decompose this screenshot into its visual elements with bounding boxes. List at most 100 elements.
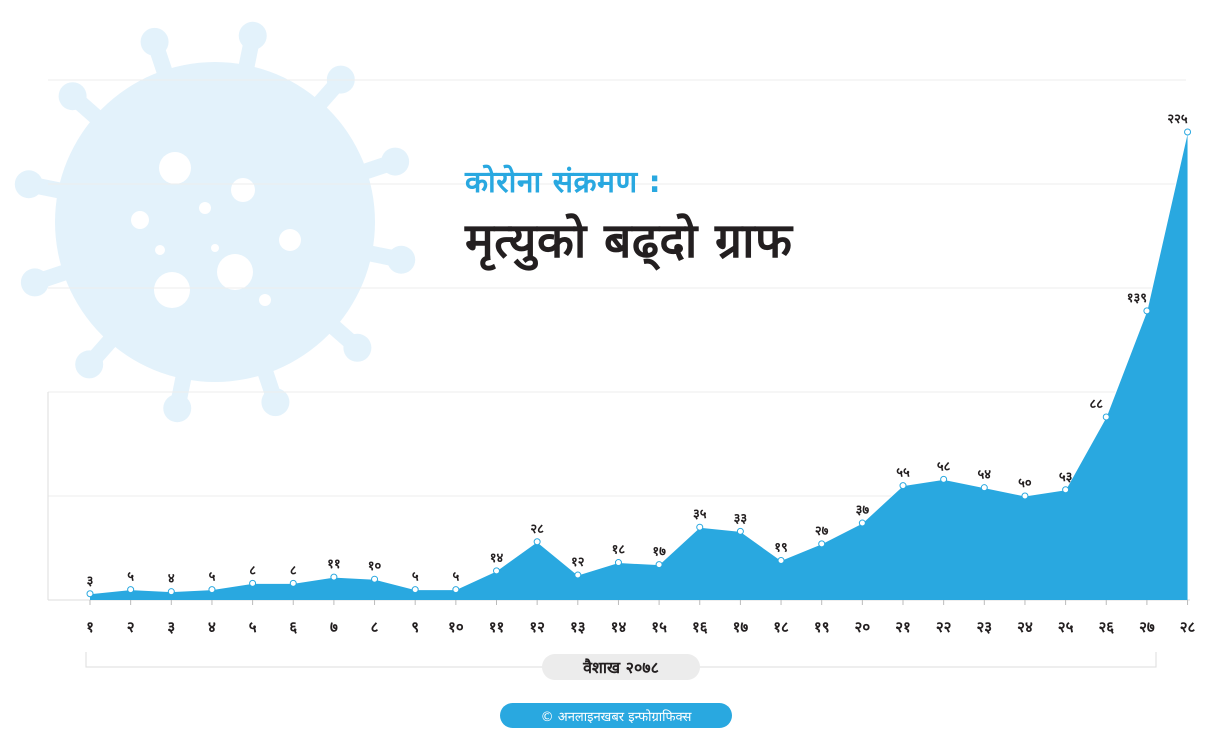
virus-dot	[131, 211, 149, 229]
x-tick-label: २०	[855, 618, 871, 636]
data-point	[208, 586, 216, 594]
x-tick-label: २२	[936, 618, 952, 636]
x-tick-label: ८	[371, 618, 379, 636]
data-label: ३७	[856, 503, 870, 518]
virus-spike-tip	[381, 147, 410, 176]
data-label: २८	[530, 522, 544, 537]
data-point	[127, 586, 135, 594]
virus-spike-tip	[75, 350, 104, 379]
x-tick-label: २३	[976, 618, 992, 636]
x-tick-label: १८	[773, 618, 789, 636]
x-tick-label: २१	[895, 618, 911, 636]
data-label: ५४	[978, 468, 992, 483]
data-point	[1062, 486, 1070, 494]
data-point	[167, 588, 175, 596]
data-point	[371, 575, 379, 583]
x-tick-label: ७	[330, 618, 338, 636]
data-point	[330, 573, 338, 581]
data-point	[696, 523, 704, 531]
x-tick-label: १५	[651, 618, 667, 636]
data-point	[1184, 128, 1192, 136]
virus-dot	[199, 202, 211, 214]
data-label: ३५	[693, 507, 707, 522]
title-block: कोरोना संक्रमण : मृत्युको बढ्दो ग्राफ	[465, 160, 793, 272]
credit-badge: © अनलाइनखबर इन्फोग्राफिक्स	[500, 703, 732, 728]
virus-spike-tip	[343, 333, 372, 362]
data-label: १२	[571, 555, 585, 570]
virus-dot	[211, 244, 219, 252]
data-label: १३९	[1127, 291, 1147, 306]
data-point	[493, 567, 500, 575]
virus-dot	[259, 294, 271, 306]
x-tick-label: १४	[611, 618, 627, 636]
data-label: ३३	[734, 511, 748, 526]
virus-spike-tip	[58, 82, 87, 111]
virus-dot	[217, 254, 253, 290]
data-point	[574, 571, 582, 579]
data-point	[980, 484, 988, 492]
x-axis: १ २ ३ ४ ५ ६ ७ ८ ९ १० ११ १२ १३ १४ १५ १६ १७ १८ १९ २० २१ २२ २३ २४ २…	[85, 600, 1196, 668]
data-label: ८	[290, 563, 297, 578]
x-tick-label: १	[86, 618, 94, 636]
virus-dot	[154, 272, 190, 308]
x-tick-label: ११	[489, 618, 505, 636]
x-tick-label: १९	[814, 618, 830, 636]
virus-dot	[231, 178, 255, 202]
data-point	[289, 579, 297, 587]
data-label: २२५	[1167, 112, 1188, 127]
virus-spike-tip	[14, 170, 43, 199]
data-point	[818, 540, 826, 548]
data-label: ८	[249, 563, 256, 578]
data-point	[533, 538, 541, 546]
data-point	[858, 519, 866, 527]
virus-dot	[279, 229, 301, 251]
data-label: १९	[774, 540, 788, 555]
data-point	[86, 590, 94, 598]
data-label: ५५	[896, 466, 910, 481]
data-label: १४	[490, 551, 504, 566]
data-label: ४	[168, 572, 175, 587]
data-point	[1021, 492, 1029, 500]
virus-spike-tip	[261, 388, 290, 417]
chart-subtitle: कोरोना संक्रमण :	[465, 165, 662, 200]
data-label: ५	[127, 570, 134, 585]
data-label: ५	[412, 570, 419, 585]
period-label: वैशाख २०७८	[542, 654, 700, 680]
data-point	[1143, 307, 1151, 315]
virus-dot	[159, 152, 191, 184]
x-tick-label: २६	[1098, 618, 1114, 636]
x-tick-label: २	[127, 618, 135, 636]
virus-spike-tip	[238, 21, 267, 50]
data-label: ५३	[1059, 470, 1073, 485]
data-point	[614, 559, 622, 567]
data-point	[655, 561, 663, 569]
data-label: १७	[652, 545, 666, 560]
x-tick-label: १०	[448, 618, 464, 636]
x-tick-label: २४	[1017, 618, 1033, 636]
x-tick-label: १७	[733, 618, 749, 636]
virus-spike-tip	[387, 245, 416, 274]
x-tick-label: ९	[411, 618, 419, 636]
data-label: ३	[87, 574, 94, 589]
data-point	[940, 475, 948, 483]
x-tick-label: ४	[208, 618, 216, 636]
series-area	[90, 132, 1188, 600]
x-tick-label: १२	[529, 618, 545, 636]
data-point	[249, 579, 257, 587]
data-point	[736, 527, 744, 535]
data-label: ८८	[1089, 397, 1103, 412]
virus-spike-tip	[163, 394, 192, 423]
x-tick-label: १६	[692, 618, 708, 636]
data-point	[1102, 413, 1110, 421]
data-label: ५	[452, 570, 459, 585]
chart-title: मृत्युको बढ्दो ग्राफ	[465, 213, 793, 269]
x-tick-label: २७	[1139, 618, 1155, 636]
x-tick-label: २८	[1180, 618, 1196, 636]
data-label: ५८	[937, 459, 951, 474]
virus-spike-tip	[20, 268, 49, 297]
data-point	[777, 556, 785, 564]
data-label: १०	[368, 559, 382, 574]
series-line	[89, 131, 1189, 595]
